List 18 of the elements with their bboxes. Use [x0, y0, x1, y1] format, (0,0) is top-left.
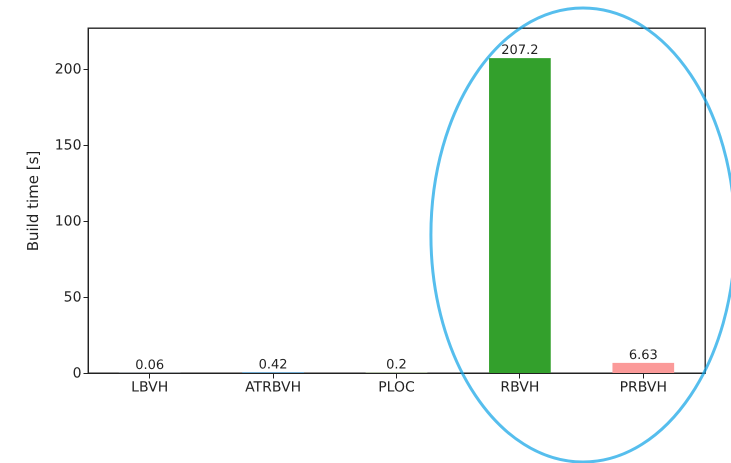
data-label: 6.63 [628, 348, 658, 363]
y-tick-label: 150 [54, 138, 82, 154]
data-label: 0.2 [386, 358, 407, 373]
x-tick-label: LBVH [131, 380, 168, 396]
y-tick-label: 50 [64, 290, 82, 306]
y-axis-title: Build time [s] [24, 150, 42, 252]
bar [489, 58, 551, 373]
x-tick-label: RBVH [500, 380, 540, 396]
x-tick-label: PRBVH [620, 380, 668, 396]
y-tick-label: 200 [54, 62, 82, 78]
bar [612, 362, 674, 373]
data-label: 207.2 [501, 43, 539, 58]
x-tick-label: PLOC [378, 380, 415, 396]
y-tick-label: 0 [72, 366, 82, 382]
data-label: 0.06 [135, 358, 164, 373]
x-tick-label: ATRBVH [245, 380, 302, 396]
y-tick-label: 100 [54, 214, 82, 230]
data-label: 0.42 [258, 357, 288, 372]
